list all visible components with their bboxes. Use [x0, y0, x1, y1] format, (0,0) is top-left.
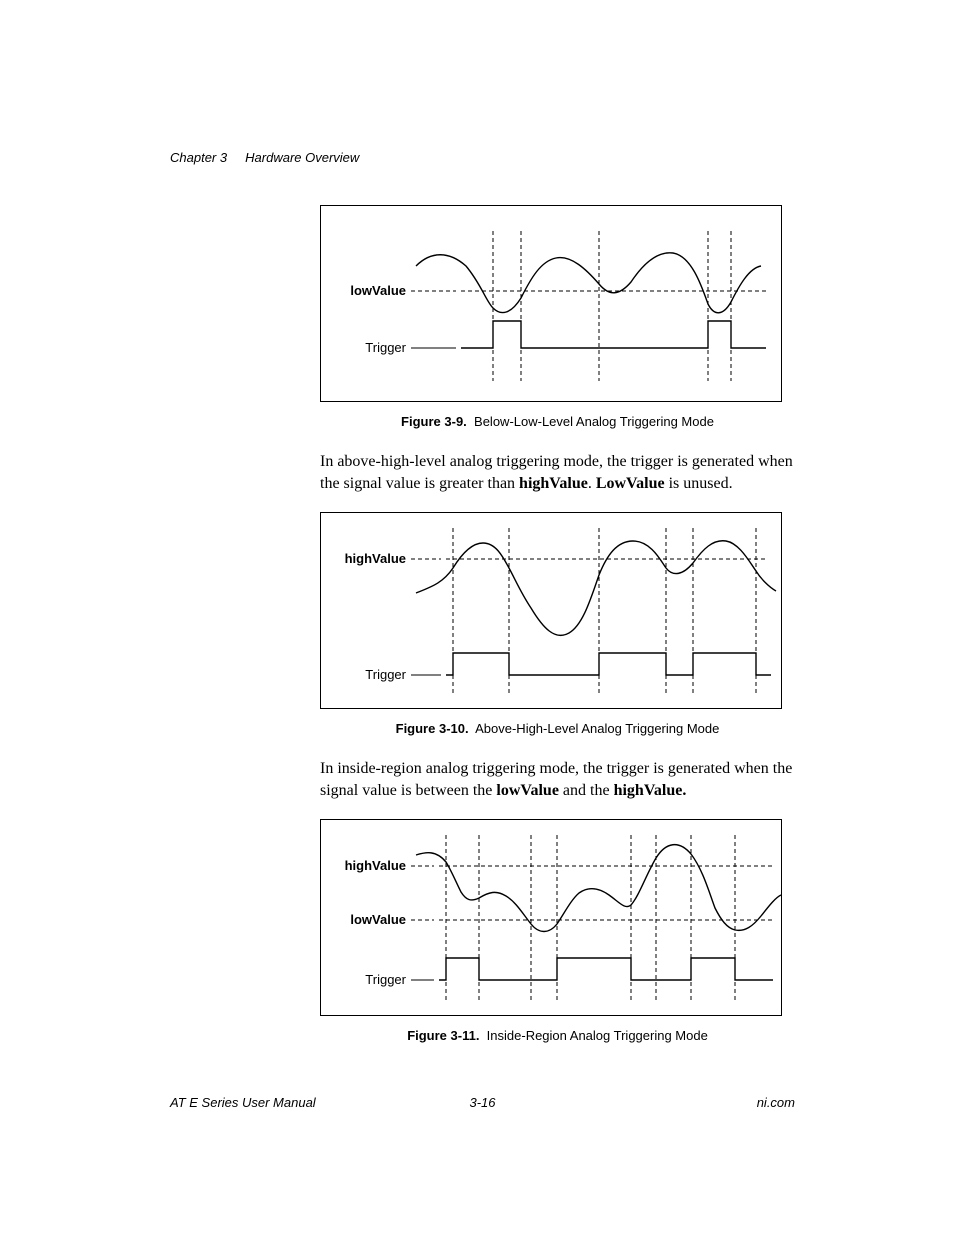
caption-bold: Figure 3-10.: [396, 721, 469, 736]
figure-3-11-caption: Figure 3-11. Inside-Region Analog Trigge…: [320, 1028, 795, 1043]
page-footer: AT E Series User Manual 3-16 ni.com: [170, 1095, 795, 1110]
page-content: Chapter 3 Hardware Overview lowValue Tri…: [170, 150, 795, 1065]
chapter-title: Hardware Overview: [245, 150, 359, 165]
label-lowvalue: lowValue: [350, 912, 406, 927]
label-trigger: Trigger: [365, 340, 406, 355]
p1e: is unused.: [665, 475, 733, 492]
figure-3-11: highValue lowValue Trigger: [320, 819, 782, 1016]
p1d: LowValue: [596, 475, 665, 492]
paragraph-1: In above-high-level analog triggering mo…: [320, 451, 795, 494]
footer-center: 3-16: [170, 1095, 795, 1110]
page-header: Chapter 3 Hardware Overview: [170, 150, 795, 165]
figure-3-9-caption: Figure 3-9. Below-Low-Level Analog Trigg…: [320, 414, 795, 429]
caption-text: Above-High-Level Analog Triggering Mode: [475, 721, 719, 736]
figure-3-9: lowValue Trigger: [320, 205, 782, 402]
label-highvalue: highValue: [345, 858, 406, 873]
caption-text: Below-Low-Level Analog Triggering Mode: [474, 414, 714, 429]
figure-3-10: highValue Trigger: [320, 512, 782, 709]
label-highvalue: highValue: [345, 551, 406, 566]
figure-3-10-caption: Figure 3-10. Above-High-Level Analog Tri…: [320, 721, 795, 736]
label-trigger: Trigger: [365, 972, 406, 987]
p1b: highValue: [519, 475, 588, 492]
figure-3-10-svg: highValue Trigger: [321, 513, 781, 708]
caption-bold: Figure 3-11.: [407, 1028, 479, 1043]
figure-3-11-svg: highValue lowValue Trigger: [321, 820, 781, 1015]
p2c: and the: [559, 782, 614, 799]
paragraph-2: In inside-region analog triggering mode,…: [320, 758, 795, 801]
caption-bold: Figure 3-9.: [401, 414, 467, 429]
p2d: highValue.: [614, 782, 687, 799]
figure-3-9-svg: lowValue Trigger: [321, 206, 781, 401]
p1c: .: [588, 475, 596, 492]
caption-text: Inside-Region Analog Triggering Mode: [487, 1028, 708, 1043]
label-trigger: Trigger: [365, 667, 406, 682]
chapter-number: Chapter 3: [170, 150, 227, 165]
label-lowvalue: lowValue: [350, 283, 406, 298]
p2b: lowValue: [496, 782, 559, 799]
